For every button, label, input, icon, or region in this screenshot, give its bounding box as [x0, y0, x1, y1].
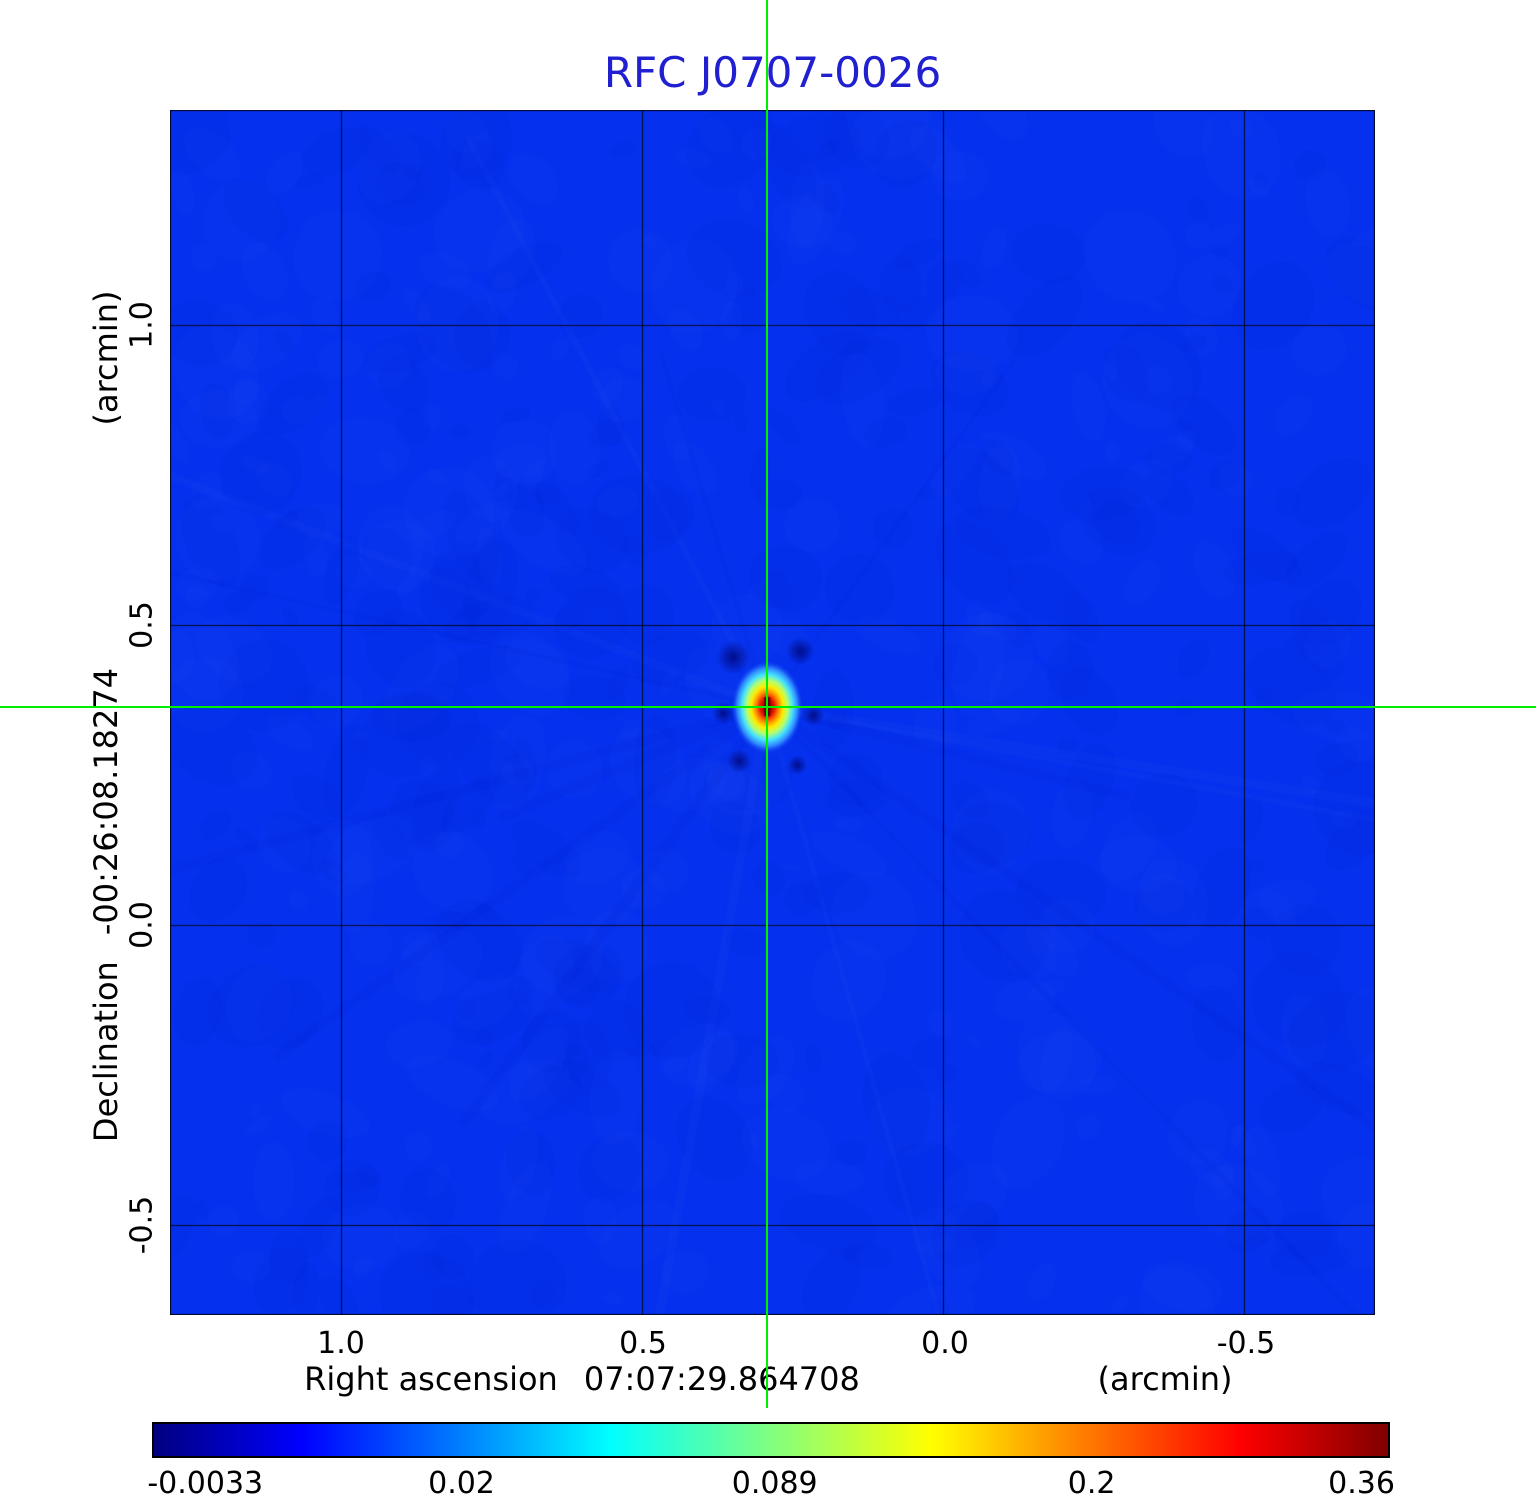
colorbar-tick-label: 0.02 — [428, 1466, 495, 1501]
y-axis-unit: (arcmin) — [87, 290, 125, 426]
x-axis-coordinate-value: 07:07:29.864708 — [583, 1360, 860, 1398]
y-axis-title: Declination -00:26:08.18274 — [87, 668, 125, 1142]
y-tick-label: -0.5 — [124, 1195, 160, 1255]
crosshair-horizontal-line — [0, 706, 1536, 708]
crosshair-vertical-line — [766, 0, 768, 1408]
y-tick-label: 1.0 — [124, 301, 160, 349]
x-tick-label: 1.0 — [317, 1326, 365, 1361]
x-tick-label: 0.5 — [619, 1326, 667, 1361]
y-axis-label: Declination — [87, 961, 125, 1143]
y-axis-coordinate-value: -00:26:08.18274 — [87, 667, 125, 936]
image-plot — [170, 110, 1375, 1315]
colorbar-labels: -0.0033 0.02 0.089 0.2 0.36 — [147, 1466, 1395, 1506]
y-tick-label: 0.0 — [124, 901, 160, 949]
colorbar-gradient — [152, 1422, 1390, 1458]
x-tick-label: 0.0 — [921, 1326, 969, 1361]
plot-title: RFC J0707-0026 — [603, 48, 942, 97]
x-axis-title: Right ascension 07:07:29.864708 — [304, 1360, 860, 1398]
colorbar-tick-label: 0.2 — [1067, 1466, 1116, 1501]
x-axis-label: Right ascension — [304, 1360, 558, 1398]
y-tick-label: 0.5 — [124, 601, 160, 649]
x-tick-label: -0.5 — [1216, 1326, 1276, 1361]
colorbar-tick-label: 0.36 — [1328, 1466, 1395, 1501]
x-axis-unit: (arcmin) — [1097, 1360, 1233, 1398]
colorbar-tick-label: -0.0033 — [147, 1466, 264, 1501]
colorbar-tick-label: 0.089 — [731, 1466, 818, 1501]
